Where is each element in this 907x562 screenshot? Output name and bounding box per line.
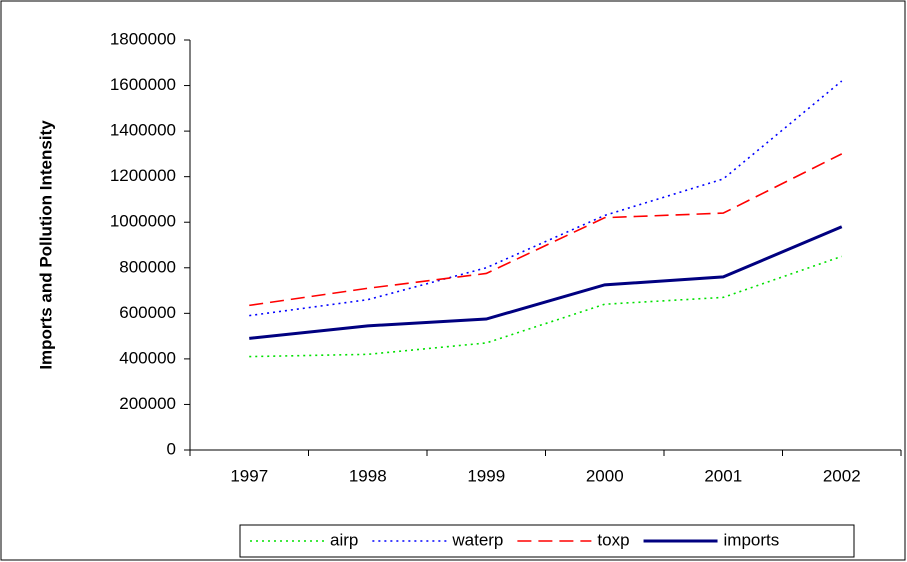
y-tick-label: 800000 xyxy=(119,257,176,276)
y-tick-label: 0 xyxy=(167,439,176,458)
x-tick-label: 1997 xyxy=(230,466,268,485)
series-line xyxy=(249,225,843,340)
y-axis-label: Imports and Pollution Intensity xyxy=(36,120,55,370)
x-tick-label: 1999 xyxy=(467,466,505,485)
legend-label: airp xyxy=(330,530,358,549)
x-tick-label: 2001 xyxy=(704,466,742,485)
x-tick-label: 1998 xyxy=(349,466,387,485)
series-line xyxy=(249,153,843,307)
legend-label: imports xyxy=(724,530,780,549)
y-tick-label: 1000000 xyxy=(110,212,176,231)
y-tick-label: 1200000 xyxy=(110,166,176,185)
legend-label: waterp xyxy=(451,530,503,549)
y-tick-label: 200000 xyxy=(119,394,176,413)
x-tick-label: 2000 xyxy=(586,466,624,485)
y-tick-label: 1600000 xyxy=(110,75,176,94)
series-line xyxy=(249,80,843,317)
x-tick-label: 2002 xyxy=(823,466,861,485)
legend-label: toxp xyxy=(597,530,629,549)
y-tick-label: 600000 xyxy=(119,303,176,322)
y-tick-label: 1800000 xyxy=(110,29,176,48)
y-tick-label: 400000 xyxy=(119,348,176,367)
y-tick-label: 1400000 xyxy=(110,121,176,140)
